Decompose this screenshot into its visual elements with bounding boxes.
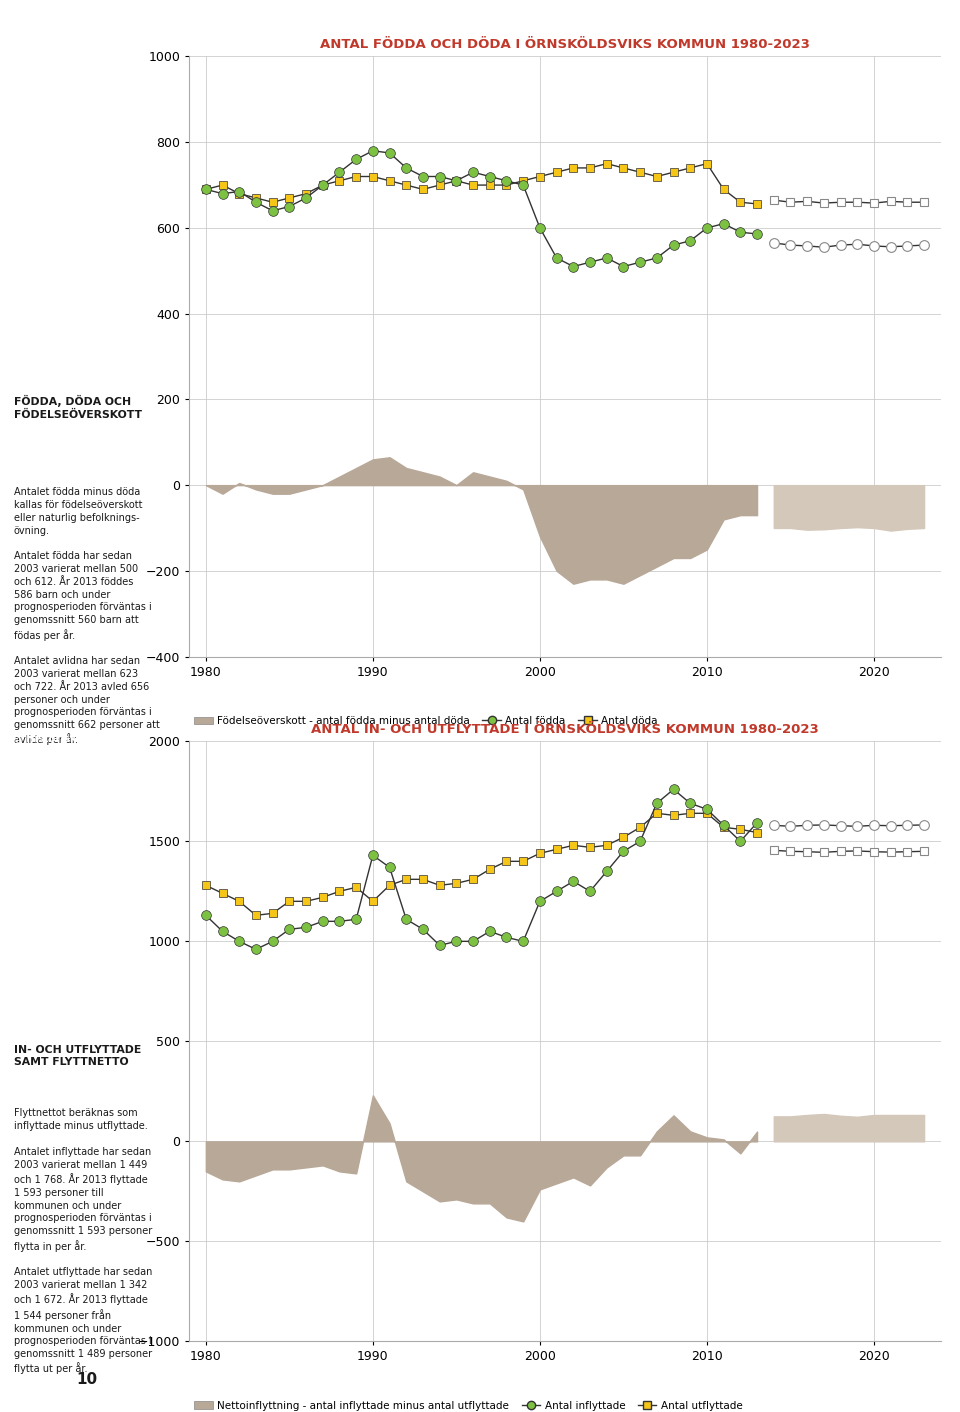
Text: Flyttnettot beräknas som
inflyttade minus utflyttade.

Antalet inflyttade har se: Flyttnettot beräknas som inflyttade minu… — [14, 1108, 153, 1374]
Text: Antalet födda minus döda
kallas för födelseöverskott
eller naturlig befolknings-: Antalet födda minus döda kallas för föde… — [14, 487, 160, 746]
Title: ANTAL FÖDDA OCH DÖDA I ÖRNSKÖLDSVIKS KOMMUN 1980-2023: ANTAL FÖDDA OCH DÖDA I ÖRNSKÖLDSVIKS KOM… — [320, 38, 810, 51]
Text: ◎ Historisk utveckling av
antalet in- och utflyttade
1980-2013 samt prognos-
tis: ◎ Historisk utveckling av antalet in- oc… — [14, 734, 158, 784]
Text: FÖDDA, DÖDA OCH
FÖDELSEÖVERSKOTT: FÖDDA, DÖDA OCH FÖDELSEÖVERSKOTT — [14, 395, 142, 419]
Legend: Födelseöverskott - antal födda minus antal döda, Antal födda, Antal döda: Födelseöverskott - antal födda minus ant… — [194, 716, 658, 726]
Title: ANTAL IN- OCH UTFLYTTADE I ÖRNSKÖLDSVIKS KOMMUN 1980-2023: ANTAL IN- OCH UTFLYTTADE I ÖRNSKÖLDSVIKS… — [311, 723, 819, 736]
Text: IN- OCH UTFLYTTADE
SAMT FLYTTNETTO: IN- OCH UTFLYTTADE SAMT FLYTTNETTO — [14, 1045, 141, 1067]
Legend: Nettoinflyttning - antal inflyttade minus antal utflyttade, Antal inflyttade, An: Nettoinflyttning - antal inflyttade minu… — [194, 1401, 742, 1411]
Text: ◎ Historisk utveckling av
antalet födda och döda
1980-2013 samt prognos-
tiserat: ◎ Historisk utveckling av antalet födda … — [14, 35, 158, 85]
Text: 10: 10 — [77, 1371, 98, 1387]
